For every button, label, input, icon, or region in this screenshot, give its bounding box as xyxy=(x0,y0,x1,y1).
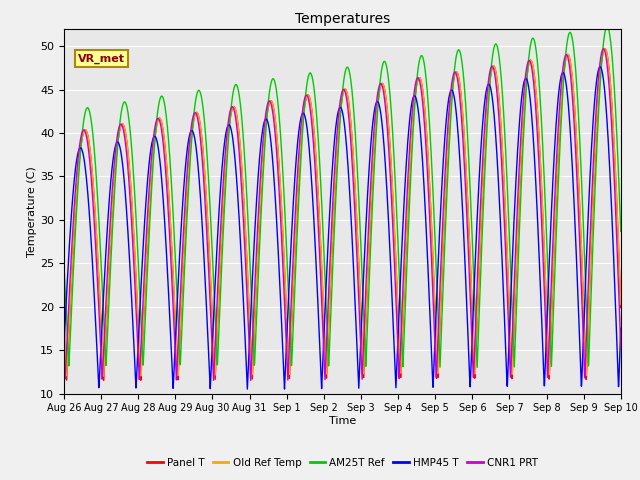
CNR1 PRT xyxy=(60,354,68,360)
AM25T Ref xyxy=(371,160,378,166)
Panel T xyxy=(568,70,575,76)
AM25T Ref xyxy=(504,209,512,215)
CNR1 PRT xyxy=(617,346,625,352)
Line: HMP45 T: HMP45 T xyxy=(64,67,621,389)
HMP45 T xyxy=(60,342,68,348)
CNR1 PRT xyxy=(247,378,255,384)
Panel T xyxy=(100,378,108,384)
Line: Old Ref Temp: Old Ref Temp xyxy=(64,48,621,376)
Panel T xyxy=(216,278,223,284)
HMP45 T xyxy=(371,106,379,111)
Panel T xyxy=(601,46,609,51)
Old Ref Temp xyxy=(60,320,68,326)
Panel T xyxy=(584,350,591,356)
HMP45 T xyxy=(617,325,625,331)
Line: Panel T: Panel T xyxy=(64,48,621,381)
Panel T xyxy=(359,355,367,361)
Old Ref Temp xyxy=(100,373,108,379)
Old Ref Temp xyxy=(371,136,379,142)
Line: CNR1 PRT: CNR1 PRT xyxy=(64,49,621,381)
Panel T xyxy=(617,305,625,311)
Panel T xyxy=(60,324,68,329)
AM25T Ref xyxy=(604,24,611,29)
HMP45 T xyxy=(504,357,512,362)
Old Ref Temp xyxy=(568,70,575,76)
Old Ref Temp xyxy=(359,351,367,357)
AM25T Ref xyxy=(358,279,366,285)
Panel T xyxy=(504,280,512,286)
CNR1 PRT xyxy=(371,118,379,123)
AM25T Ref xyxy=(568,33,575,39)
AM25T Ref xyxy=(216,319,223,324)
Panel T xyxy=(371,137,379,143)
Old Ref Temp xyxy=(617,301,625,307)
Old Ref Temp xyxy=(216,276,223,281)
CNR1 PRT xyxy=(359,363,367,369)
CNR1 PRT xyxy=(600,46,607,52)
Y-axis label: Temperature (C): Temperature (C) xyxy=(28,166,37,257)
HMP45 T xyxy=(568,155,575,160)
HMP45 T xyxy=(596,64,604,70)
HMP45 T xyxy=(359,294,367,300)
Old Ref Temp xyxy=(601,46,609,51)
CNR1 PRT xyxy=(584,309,591,315)
CNR1 PRT xyxy=(504,319,512,325)
Legend: Panel T, Old Ref Temp, AM25T Ref, HMP45 T, CNR1 PRT: Panel T, Old Ref Temp, AM25T Ref, HMP45 … xyxy=(143,454,542,472)
Text: VR_met: VR_met xyxy=(78,54,125,64)
HMP45 T xyxy=(216,205,223,211)
Line: AM25T Ref: AM25T Ref xyxy=(64,26,621,367)
AM25T Ref xyxy=(617,228,625,234)
X-axis label: Time: Time xyxy=(329,416,356,426)
Title: Temperatures: Temperatures xyxy=(295,12,390,26)
HMP45 T xyxy=(584,235,591,240)
AM25T Ref xyxy=(584,329,591,335)
CNR1 PRT xyxy=(216,252,223,258)
AM25T Ref xyxy=(474,364,481,370)
Old Ref Temp xyxy=(584,346,591,352)
HMP45 T xyxy=(244,386,252,392)
CNR1 PRT xyxy=(568,86,575,92)
Old Ref Temp xyxy=(504,277,512,283)
AM25T Ref xyxy=(60,263,68,269)
